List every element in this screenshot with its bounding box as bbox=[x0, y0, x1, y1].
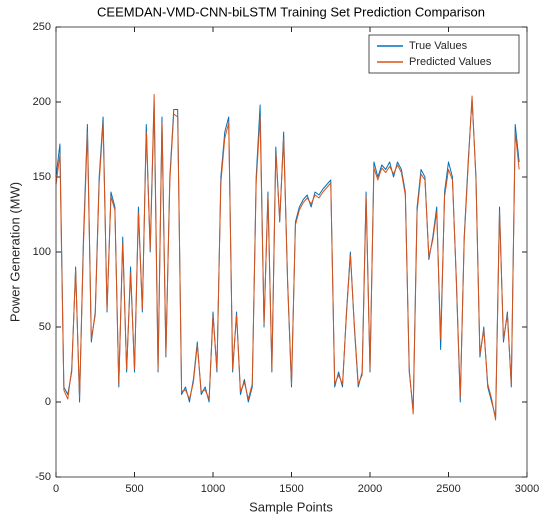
y-axis-label: Power Generation (MW) bbox=[7, 182, 22, 322]
y-tick-label: 0 bbox=[45, 396, 51, 408]
legend: True Values Predicted Values bbox=[368, 34, 520, 74]
y-tick-label: 250 bbox=[33, 21, 51, 33]
x-tick-label: 1000 bbox=[201, 483, 225, 495]
x-tick-label: 2000 bbox=[358, 483, 382, 495]
legend-label: True Values bbox=[409, 40, 468, 52]
y-tick-label: 200 bbox=[33, 96, 51, 108]
series-line bbox=[55, 94, 520, 421]
plot-area bbox=[56, 27, 527, 477]
y-tick-label: 50 bbox=[39, 321, 51, 333]
x-tick-label: 1500 bbox=[279, 483, 303, 495]
legend-box bbox=[368, 34, 520, 74]
x-tick-label: 0 bbox=[53, 483, 59, 495]
chart-title: CEEMDAN-VMD-CNN-biLSTM Training Set Pred… bbox=[97, 4, 485, 19]
x-tick-label: 2500 bbox=[436, 483, 460, 495]
x-tick-label: 3000 bbox=[515, 483, 539, 495]
x-tick-label: 500 bbox=[125, 483, 143, 495]
x-axis-label: Sample Points bbox=[249, 499, 333, 514]
y-tick-label: 150 bbox=[33, 171, 51, 183]
y-tick-label: -50 bbox=[35, 471, 51, 483]
axes-box bbox=[55, 26, 528, 478]
y-tick-label: 100 bbox=[33, 246, 51, 258]
legend-label: Predicted Values bbox=[409, 56, 492, 68]
